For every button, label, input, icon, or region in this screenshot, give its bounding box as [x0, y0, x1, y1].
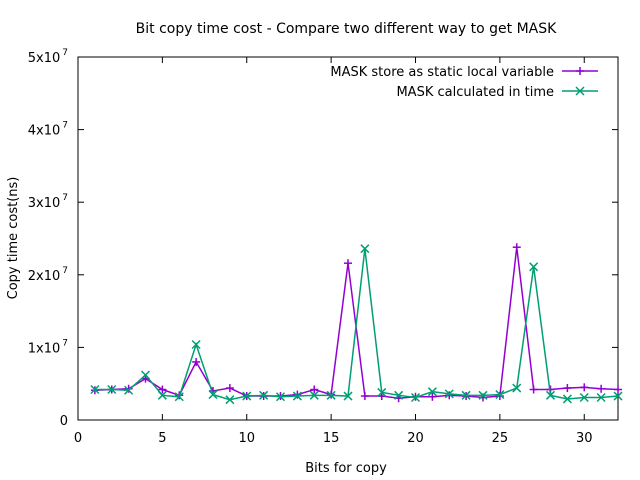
data-point [597, 384, 606, 393]
data-point [495, 392, 504, 401]
data-point [529, 385, 538, 394]
x-axis-label: Bits for copy [305, 461, 387, 476]
chart-title: Bit copy time cost - Compare two differe… [136, 21, 557, 37]
data-point [563, 384, 572, 393]
x-axis-ticks: 0 5 10 15 20 25 30 [74, 57, 593, 446]
data-point [360, 392, 369, 401]
data-point [225, 395, 235, 405]
data-point [107, 384, 117, 395]
x-tick-label: 30 [576, 431, 593, 446]
data-point [427, 387, 437, 397]
data-point [596, 392, 606, 403]
data-point [478, 390, 488, 400]
legend-marker [575, 86, 585, 96]
data-point [545, 390, 556, 400]
data-point [579, 392, 589, 403]
data-point [293, 390, 302, 399]
series-line [94, 248, 619, 401]
data-point [580, 383, 589, 392]
data-point [613, 391, 623, 401]
data-point [310, 385, 319, 394]
data-point [444, 389, 454, 399]
y-tick-label: 5x10 7 [28, 48, 68, 66]
data-point [158, 385, 167, 394]
data-point [495, 390, 505, 400]
x-tick-label: 5 [158, 431, 166, 446]
data-point [90, 384, 100, 395]
legend-label: MASK calculated in time [396, 85, 554, 100]
data-point [377, 387, 387, 397]
data-point [259, 390, 269, 400]
data-point [174, 392, 184, 402]
legend-label: MASK store as static local variable [330, 65, 554, 80]
x-tick-label: 15 [323, 431, 340, 446]
x-tick-label: 25 [492, 431, 509, 446]
data-point [326, 390, 336, 400]
data-point [124, 385, 134, 395]
data-point [292, 391, 302, 401]
y-tick-label: 4x10 7 [28, 121, 68, 139]
data-point [360, 244, 370, 254]
y-tick-label: 3x10 7 [28, 193, 68, 211]
data-point [512, 383, 522, 393]
data-point [614, 385, 622, 394]
y-axis-label: Copy time cost(ns) [6, 177, 21, 300]
data-point [529, 262, 539, 272]
data-point [124, 384, 133, 393]
data-point [275, 392, 286, 402]
legend: MASK store as static local variable MASK … [330, 65, 598, 100]
data-point [343, 391, 353, 401]
data-point [461, 390, 471, 400]
data-point [512, 243, 521, 252]
plot-frame [77, 56, 619, 421]
data-point [344, 259, 352, 268]
data-point [140, 370, 151, 380]
data-point [394, 390, 404, 400]
x-tick-label: 0 [74, 431, 82, 446]
y-tick-label: 2x10 7 [28, 266, 68, 284]
data-point [445, 391, 454, 400]
y-tick-label: 0 [60, 414, 68, 429]
data-point [562, 394, 572, 404]
y-tick-label: 1x10 7 [28, 338, 68, 356]
data-point [208, 390, 218, 400]
data-point [157, 390, 167, 400]
data-point [309, 390, 319, 400]
data-point [191, 339, 201, 350]
legend-marker [576, 67, 584, 75]
x-tick-label: 10 [238, 431, 255, 446]
data-point [242, 391, 252, 401]
y-axis-ticks: 0 1x10 7 2x10 7 3x10 7 4x10 7 5x10 7 [28, 48, 618, 429]
data-point [410, 392, 421, 403]
x-tick-label: 20 [407, 431, 424, 446]
data-point [192, 357, 201, 366]
data-point [225, 384, 234, 393]
data-point [428, 392, 437, 401]
series-2 [90, 244, 623, 405]
series-layer [90, 243, 623, 405]
